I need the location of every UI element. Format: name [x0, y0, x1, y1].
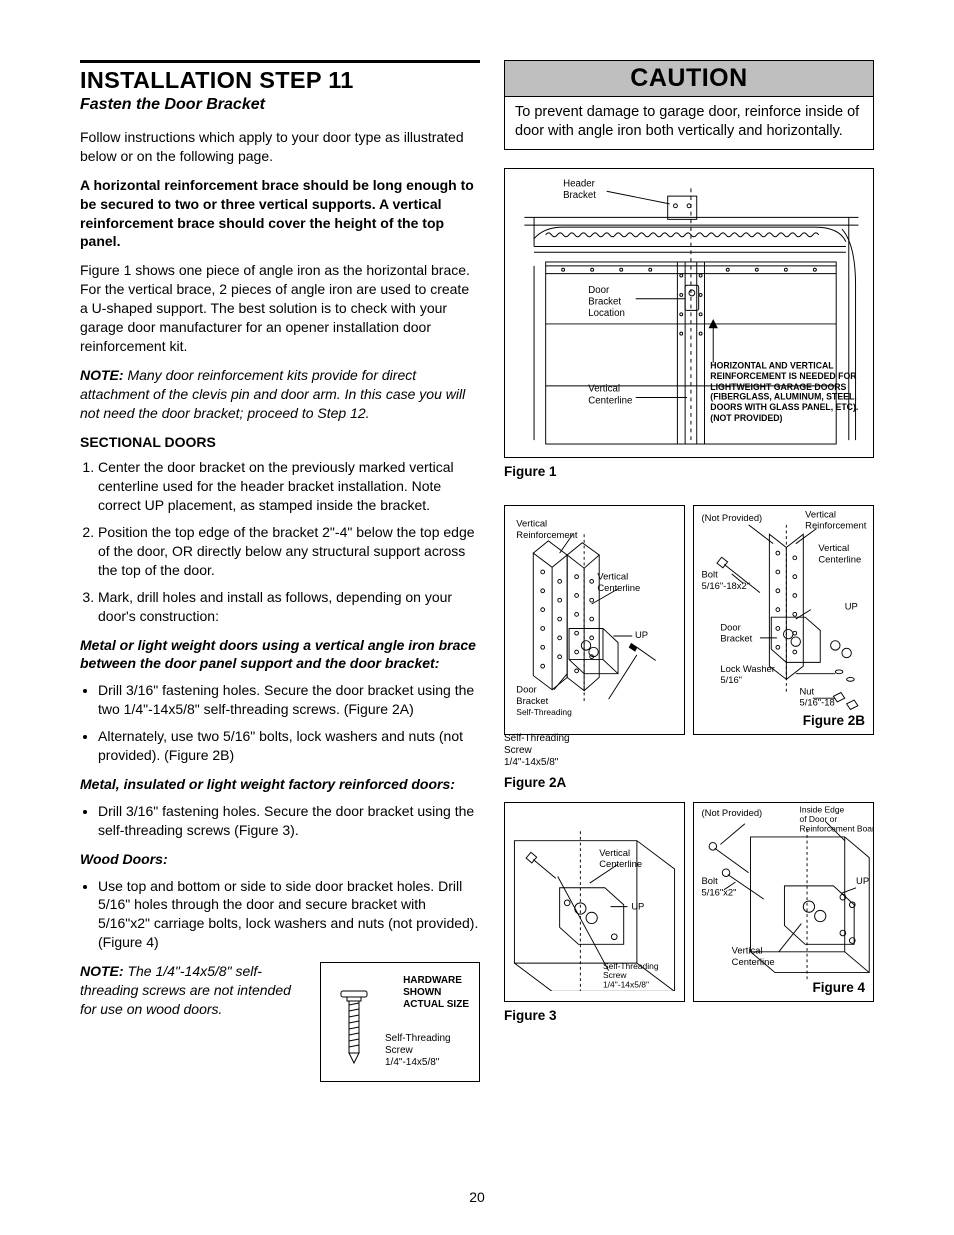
fig3-up: UP — [631, 900, 644, 911]
note-prefix: NOTE: — [80, 367, 124, 383]
fig2b-vr-2: Reinforcement — [805, 519, 867, 530]
figure-3: Vertical Centerline UP Self-Threading Sc… — [504, 802, 685, 1002]
step-subtitle: Fasten the Door Bracket — [80, 96, 480, 114]
insulated-bullets: Drill 3/16" fastening holes. Secure the … — [80, 802, 480, 840]
figure-4: (Not Provided) Inside Edge of Door or Re… — [693, 802, 874, 1002]
intro-paragraph: Follow instructions which apply to your … — [80, 128, 480, 166]
fig2b-vc-2: Centerline — [818, 553, 861, 564]
figure-2a: Vertical Reinforcement Vertical Centerli… — [504, 505, 685, 735]
fig2b-db-2: Bracket — [720, 632, 752, 643]
metal-bullets: Drill 3/16" fastening holes. Secure the … — [80, 681, 480, 765]
fig2a-screw-1: Self-Threading — [516, 707, 572, 717]
fig2a-up: UP — [635, 629, 648, 640]
hw-screw-line: Screw — [385, 1045, 413, 1056]
fig2b-lw-2: 5/16" — [720, 674, 742, 685]
metal-heading: Metal or light weight doors using a vert… — [80, 636, 480, 674]
note2-prefix: NOTE: — [80, 963, 124, 979]
hw-label-line: SHOWN — [403, 987, 441, 998]
fig2b-np: (Not Provided) — [702, 512, 763, 523]
bullet-item: Alternately, use two 5/16" bolts, lock w… — [98, 727, 480, 765]
wood-heading: Wood Doors: — [80, 850, 480, 869]
fig2a-vc-2: Centerline — [597, 581, 640, 592]
hw-label-line: HARDWARE — [403, 975, 462, 986]
figure-2b: (Not Provided) Vertical Reinforcement Bo… — [693, 505, 874, 735]
step-title: INSTALLATION STEP 11 — [80, 67, 480, 94]
fig2a-screw-label: Self-ThreadingScrew1/4"-14x5/8" — [504, 733, 685, 769]
fig2a-db-2: Bracket — [516, 695, 548, 706]
fig2b-bolt-2: 5/16"-18x2" — [702, 580, 751, 591]
figure-1: Header Bracket Door Bracket Location Ver… — [504, 168, 874, 458]
fig4-vc-2: Centerline — [732, 956, 775, 967]
fig1-door-bracket-loc-1: Door — [588, 285, 610, 296]
hw-screw-line: 1/4"-14x5/8" — [385, 1057, 439, 1068]
fig1-header-bracket-label: Header — [563, 178, 596, 189]
fig4-bolt-2: 5/16"x2" — [702, 886, 737, 897]
hardware-box-label: HARDWARE SHOWN ACTUAL SIZE — [403, 975, 469, 1011]
caution-body: To prevent damage to garage door, reinfo… — [505, 97, 873, 149]
fig1-vc-1: Vertical — [588, 383, 620, 394]
fig2b-db-1: Door — [720, 621, 740, 632]
note-body: Many door reinforcement kits provide for… — [80, 367, 465, 421]
page-number: 20 — [0, 1189, 954, 1205]
fig1-reinforcement-label: HORIZONTAL AND VERTICAL REINFORCEMENT IS… — [710, 360, 865, 423]
step-item: Position the top edge of the bracket 2"-… — [98, 523, 480, 580]
fig4-ie-3: Reinforcement Board — [800, 823, 873, 833]
bullet-item: Drill 3/16" fastening holes. Secure the … — [98, 681, 480, 719]
fig1-header-bracket-label2: Bracket — [563, 190, 596, 201]
bullet-item: Drill 3/16" fastening holes. Secure the … — [98, 802, 480, 840]
fig1-door-bracket-loc-3: Location — [588, 308, 625, 319]
step-rule — [80, 60, 480, 63]
fig2b-up: UP — [845, 600, 858, 611]
fig2b-vr-1: Vertical — [805, 508, 836, 519]
figure-3-caption: Figure 3 — [504, 1008, 685, 1023]
sectional-doors-heading: SECTIONAL DOORS — [80, 434, 480, 450]
sectional-steps: Center the door bracket on the previousl… — [80, 458, 480, 625]
insulated-heading: Metal, insulated or light weight factory… — [80, 775, 480, 794]
fig2b-lw-1: Lock Washer — [720, 662, 775, 673]
hw-screw-line: Self-Threading — [385, 1033, 451, 1044]
fig4-np: (Not Provided) — [702, 807, 763, 818]
fig4-up: UP — [856, 875, 869, 886]
caution-box: CAUTION To prevent damage to garage door… — [504, 60, 874, 150]
fig3-vc-1: Vertical — [599, 846, 630, 857]
fig2b-vc-1: Vertical — [818, 542, 849, 553]
hardware-box: HARDWARE SHOWN ACTUAL SIZE — [320, 962, 480, 1082]
fig2b-bolt-1: Bolt — [702, 568, 719, 579]
hw-label-line: ACTUAL SIZE — [403, 999, 469, 1010]
fig2a-vc-1: Vertical — [597, 570, 628, 581]
fig1-description: Figure 1 shows one piece of angle iron a… — [80, 261, 480, 355]
note2-paragraph: NOTE: The 1/4"-14x5/8" self-threading sc… — [80, 962, 304, 1019]
figure-2a-caption: Figure 2A — [504, 775, 685, 790]
caution-title: CAUTION — [505, 61, 873, 97]
step-item: Center the door bracket on the previousl… — [98, 458, 480, 515]
fig4-vc-1: Vertical — [732, 944, 763, 955]
note-paragraph: NOTE: Many door reinforcement kits provi… — [80, 366, 480, 423]
figure-2b-caption: Figure 2B — [803, 713, 865, 728]
fig2a-vr-2: Reinforcement — [516, 529, 578, 540]
fig2a-db-1: Door — [516, 683, 536, 694]
fig3-vc-2: Centerline — [599, 858, 642, 869]
fig2b-nut-1: Nut — [800, 685, 815, 696]
fig1-vc-2: Centerline — [588, 395, 632, 406]
fig3-screw-3: 1/4"-14x5/8" — [603, 979, 649, 989]
screw-icon — [331, 987, 377, 1072]
step-item: Mark, drill holes and install as follows… — [98, 588, 480, 626]
brace-note: A horizontal reinforcement brace should … — [80, 176, 480, 252]
fig4-bolt-1: Bolt — [702, 875, 719, 886]
figure-4-caption: Figure 4 — [812, 980, 865, 995]
fig2b-nut-2: 5/16"-18 — [800, 696, 835, 707]
fig1-door-bracket-loc-2: Bracket — [588, 296, 621, 307]
fig2a-vr-1: Vertical — [516, 517, 547, 528]
bullet-item: Use top and bottom or side to side door … — [98, 877, 480, 953]
wood-bullets: Use top and bottom or side to side door … — [80, 877, 480, 953]
figure-1-caption: Figure 1 — [504, 464, 874, 479]
hardware-screw-label: Self-Threading Screw 1/4"-14x5/8" — [385, 1033, 451, 1069]
